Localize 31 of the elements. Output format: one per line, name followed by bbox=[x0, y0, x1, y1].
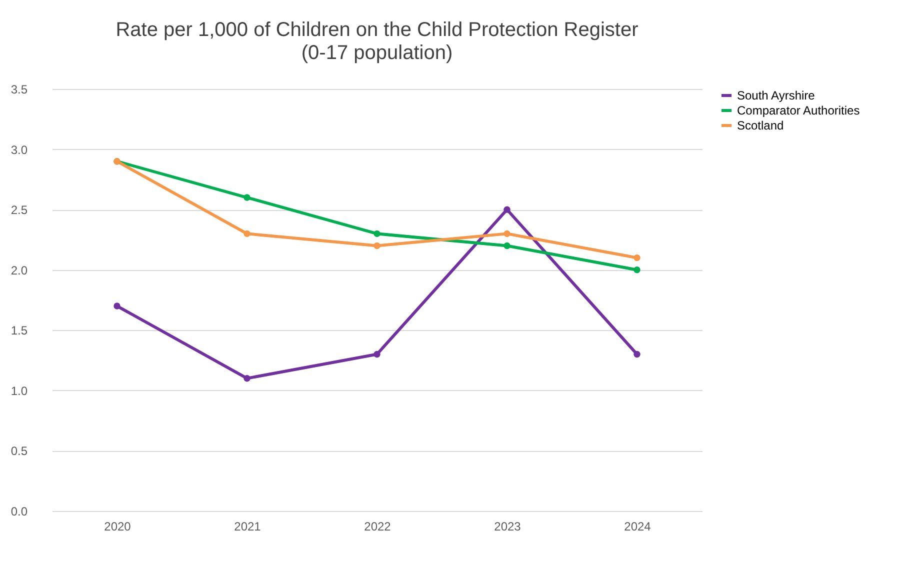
y-tick-label: 1.5 bbox=[10, 324, 28, 338]
chart-subtitle: (0-17 population) bbox=[301, 42, 453, 64]
point bbox=[504, 230, 510, 238]
x-tick-label: 2020 bbox=[104, 520, 132, 534]
legend-label: South Ayrshire bbox=[737, 88, 816, 102]
point bbox=[374, 242, 380, 250]
point bbox=[244, 194, 250, 201]
legend-label: Comparator Authorities bbox=[737, 104, 860, 118]
point bbox=[504, 206, 510, 213]
x-tick-label: 2024 bbox=[624, 520, 652, 534]
chart-title: Rate per 1,000 of Children on the Child Protection Register bbox=[116, 19, 639, 41]
y-tick-label: 0.5 bbox=[10, 444, 28, 458]
y-tick-label: 3.0 bbox=[10, 142, 28, 157]
point bbox=[374, 350, 380, 358]
point bbox=[634, 266, 640, 274]
y-tick-label: 3.5 bbox=[10, 82, 28, 96]
point bbox=[114, 302, 120, 310]
x-tick-label: 2022 bbox=[364, 520, 392, 534]
y-tick-label: 2.0 bbox=[10, 263, 28, 278]
point bbox=[634, 350, 640, 358]
y-tick-label: 2.5 bbox=[10, 203, 28, 218]
point bbox=[244, 375, 250, 382]
y-tick-label: 1.0 bbox=[10, 384, 28, 398]
x-tick-label: 2023 bbox=[494, 520, 522, 534]
point bbox=[244, 230, 250, 238]
y-tick-label: 0.0 bbox=[10, 504, 28, 518]
x-tick-label: 2021 bbox=[234, 520, 262, 534]
point bbox=[374, 230, 380, 238]
point bbox=[504, 242, 510, 250]
point bbox=[634, 254, 640, 262]
legend-label: Scotland bbox=[737, 118, 784, 132]
